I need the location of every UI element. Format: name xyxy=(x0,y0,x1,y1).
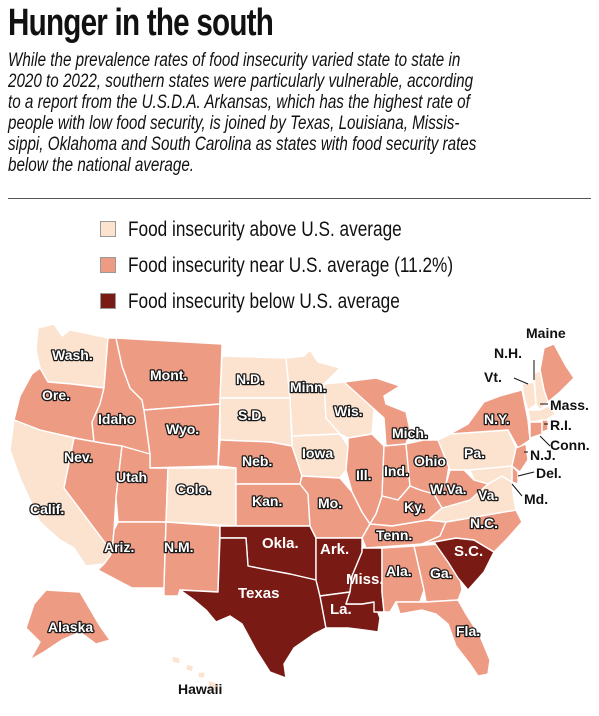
label-mass: Mass. xyxy=(550,397,589,413)
label-ga: Ga. xyxy=(430,565,453,581)
intro-line: sippi, Oklahoma and South Carolina as st… xyxy=(8,133,477,155)
label-nd: N.D. xyxy=(236,371,264,387)
legend-swatch-below xyxy=(100,293,116,309)
label-wyo: Wyo. xyxy=(166,421,199,437)
label-nc: N.C. xyxy=(470,515,498,531)
label-pa: Pa. xyxy=(464,445,485,461)
label-md: Md. xyxy=(524,491,548,507)
state-fla[interactable] xyxy=(395,599,491,677)
label-nm: N.M. xyxy=(164,539,194,555)
legend-label-near: Food insecurity near U.S. average (11.2%… xyxy=(128,254,454,277)
legend-swatch-above xyxy=(100,221,116,237)
label-hawaii: Hawaii xyxy=(178,681,222,697)
label-texas: Texas xyxy=(238,585,279,602)
label-conn: Conn. xyxy=(550,437,590,453)
intro-line: While the prevalence rates of food insec… xyxy=(8,49,461,71)
label-mont: Mont. xyxy=(150,367,187,383)
label-alaska: Alaska xyxy=(48,619,93,635)
label-ky: Ky. xyxy=(404,499,425,515)
label-ind: Ind. xyxy=(384,463,409,479)
state-nev[interactable] xyxy=(63,437,123,553)
intro-line: to a report from the U.S.D.A. Arkansas, … xyxy=(8,91,470,113)
state-nj[interactable] xyxy=(511,443,529,473)
state-alaska[interactable] xyxy=(25,589,111,661)
label-nj: N.J. xyxy=(530,447,556,463)
label-maine: Maine xyxy=(526,325,566,341)
label-vt: Vt. xyxy=(484,369,502,385)
label-nev: Nev. xyxy=(64,449,93,465)
label-wva: W.Va. xyxy=(430,481,467,497)
state-ny[interactable] xyxy=(449,389,531,449)
label-ohio: Ohio xyxy=(414,453,446,469)
intro-line: below the national average. xyxy=(8,154,195,176)
state-colo[interactable] xyxy=(165,467,237,527)
legend-label-above: Food insecurity above U.S. average xyxy=(128,218,402,241)
label-tenn: Tenn. xyxy=(376,527,412,543)
state-mich[interactable] xyxy=(343,377,411,447)
intro-line: people with low food security, is joined… xyxy=(8,112,460,134)
state-hawaii[interactable] xyxy=(171,655,221,693)
label-va: Va. xyxy=(478,487,498,503)
label-neb: Neb. xyxy=(242,453,272,469)
label-okla: Okla. xyxy=(262,535,299,552)
label-ill: Ill. xyxy=(356,467,372,483)
label-fla: Fla. xyxy=(456,623,480,639)
label-miss: Miss. xyxy=(346,571,384,588)
state-vt[interactable] xyxy=(521,381,537,411)
label-ny: N.Y. xyxy=(484,411,510,427)
intro-text: While the prevalence rates of food insec… xyxy=(8,50,585,176)
label-ore: Ore. xyxy=(42,387,70,403)
state-iowa[interactable] xyxy=(291,433,349,479)
label-iowa: Iowa xyxy=(302,445,333,461)
label-kan: Kan. xyxy=(252,493,282,509)
label-ariz: Ariz. xyxy=(104,539,134,555)
state-md[interactable] xyxy=(469,465,513,485)
label-wash: Wash. xyxy=(52,347,93,363)
divider xyxy=(8,198,591,199)
label-colo: Colo. xyxy=(176,481,211,497)
label-ala: Ala. xyxy=(386,563,412,579)
label-wis: Wis. xyxy=(334,403,363,419)
legend-label-below: Food insecurity below U.S. average xyxy=(128,290,400,313)
state-ri[interactable] xyxy=(541,419,549,433)
label-sc: S.C. xyxy=(454,543,483,560)
label-mich: Mich. xyxy=(392,425,428,441)
page-title: Hunger in the south xyxy=(8,2,274,44)
state-labels: Wash. Ore. Calif. Idaho Nev. Mont. Wyo. … xyxy=(29,325,590,697)
state-wyo[interactable] xyxy=(143,403,221,469)
label-mo: Mo. xyxy=(318,495,342,511)
state-mont[interactable] xyxy=(115,337,223,411)
intro-line: 2020 to 2022, southern states were parti… xyxy=(8,70,474,92)
label-del: Del. xyxy=(536,465,562,481)
label-calif: Calif. xyxy=(30,501,64,517)
legend-swatch-near xyxy=(100,257,116,273)
label-ri: R.I. xyxy=(550,417,572,433)
label-nh: N.H. xyxy=(494,345,522,361)
state-shapes xyxy=(9,323,575,693)
label-utah: Utah xyxy=(116,469,147,485)
label-idaho: Idaho xyxy=(98,411,135,427)
leader-lines xyxy=(511,360,551,497)
label-sd: S.D. xyxy=(238,407,265,423)
label-ark: Ark. xyxy=(320,541,349,558)
label-la: La. xyxy=(330,601,352,618)
state-texas[interactable] xyxy=(179,537,327,679)
label-minn: Minn. xyxy=(290,379,327,395)
state-nm[interactable] xyxy=(163,521,221,597)
state-conn[interactable] xyxy=(529,421,543,439)
state-nc[interactable] xyxy=(421,509,523,553)
